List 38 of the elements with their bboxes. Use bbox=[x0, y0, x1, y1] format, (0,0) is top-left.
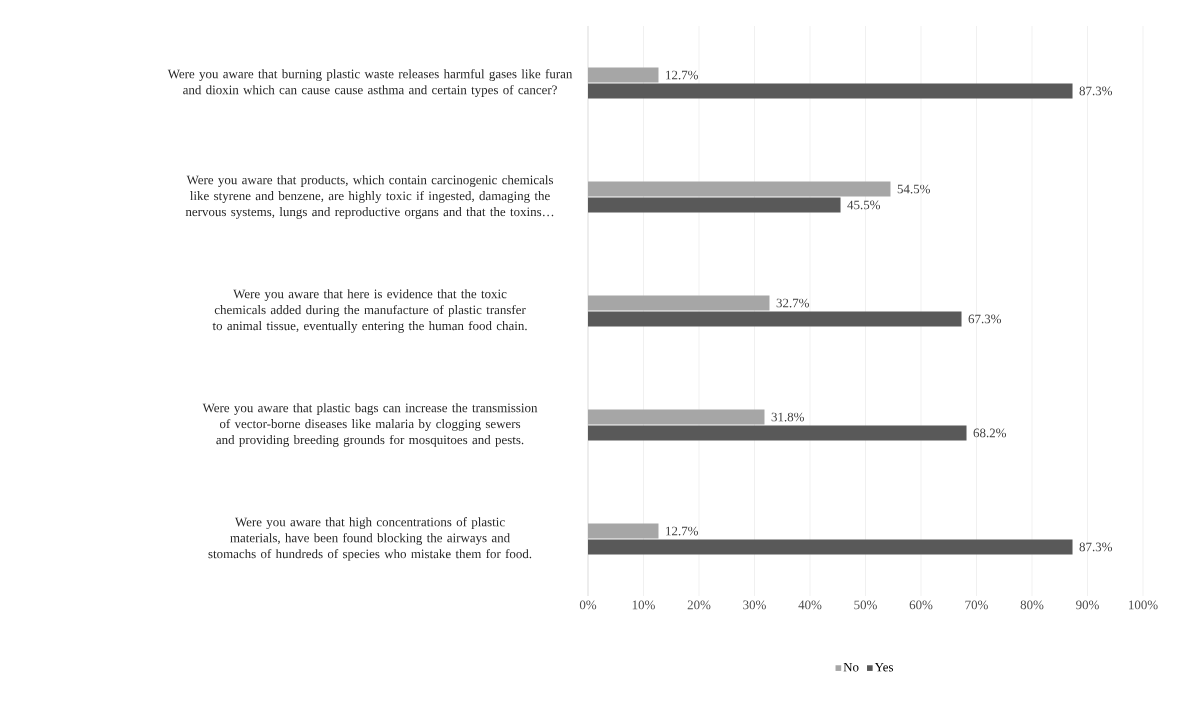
bar bbox=[588, 67, 659, 83]
y-tick-label: Were you aware that products, which contain carcinogenic chemicals like styrene and benzene, are highly toxic if ingested, damaging the nervous systems, lungs and reproductive organs and that the toxins… bbox=[185, 175, 554, 219]
bar bbox=[588, 83, 1073, 99]
bar bbox=[588, 181, 891, 197]
data-label: 67.3% bbox=[968, 314, 1002, 324]
bar bbox=[588, 409, 765, 425]
x-tick-label: 50% bbox=[854, 600, 877, 610]
y-tick-label: Were you aware that high concentrations of plastic materials, have been found blocking the airways and stomachs of hundreds of species who mistake them for food. bbox=[208, 517, 532, 561]
data-label: 31.8% bbox=[771, 412, 805, 422]
bar bbox=[588, 523, 659, 539]
bar bbox=[588, 539, 1073, 555]
bar bbox=[588, 295, 770, 311]
data-label: 12.7% bbox=[666, 526, 698, 536]
data-label: 68.2% bbox=[973, 428, 1007, 438]
x-tick-label: 90% bbox=[1076, 600, 1099, 610]
x-tick-label: 10% bbox=[632, 600, 655, 610]
x-tick-label: 70% bbox=[965, 600, 988, 610]
y-tick-label: Were you aware that burning plastic waste releases harmful gases like furan and dioxin which can cause cause asthma and certain types of cancer? bbox=[167, 69, 573, 97]
x-tick-label: 30% bbox=[743, 600, 766, 610]
data-label: 45.5% bbox=[847, 200, 881, 210]
data-label: 87.3% bbox=[1079, 86, 1113, 96]
legend-label: No bbox=[843, 662, 859, 672]
x-tick-label: 80% bbox=[1020, 600, 1044, 610]
data-label: 12.7% bbox=[666, 70, 698, 80]
data-label: 54.5% bbox=[897, 184, 930, 194]
y-tick-label: Were you aware that here is evidence that the toxic chemicals added during the manufacture of plastic transfer to animal tissue, eventually entering the human food chain. bbox=[212, 289, 527, 333]
legend-label: Yes bbox=[874, 662, 894, 672]
x-tick-label: 40% bbox=[798, 600, 822, 610]
bar bbox=[588, 311, 962, 327]
bar bbox=[588, 425, 967, 441]
x-tick-label: 100% bbox=[1129, 600, 1158, 610]
x-tick-label: 60% bbox=[909, 600, 933, 610]
data-label: 32.7% bbox=[776, 298, 810, 308]
y-tick-label: Were you aware that plastic bags can increase the transmission of vector-borne diseases like malaria by clogging sewers and providing breeding grounds for mosquitoes and pests. bbox=[202, 403, 538, 447]
data-label: 87.3% bbox=[1079, 542, 1113, 552]
x-tick-label: 0% bbox=[579, 600, 597, 610]
bar bbox=[588, 197, 841, 213]
x-tick-label: 20% bbox=[687, 600, 711, 610]
